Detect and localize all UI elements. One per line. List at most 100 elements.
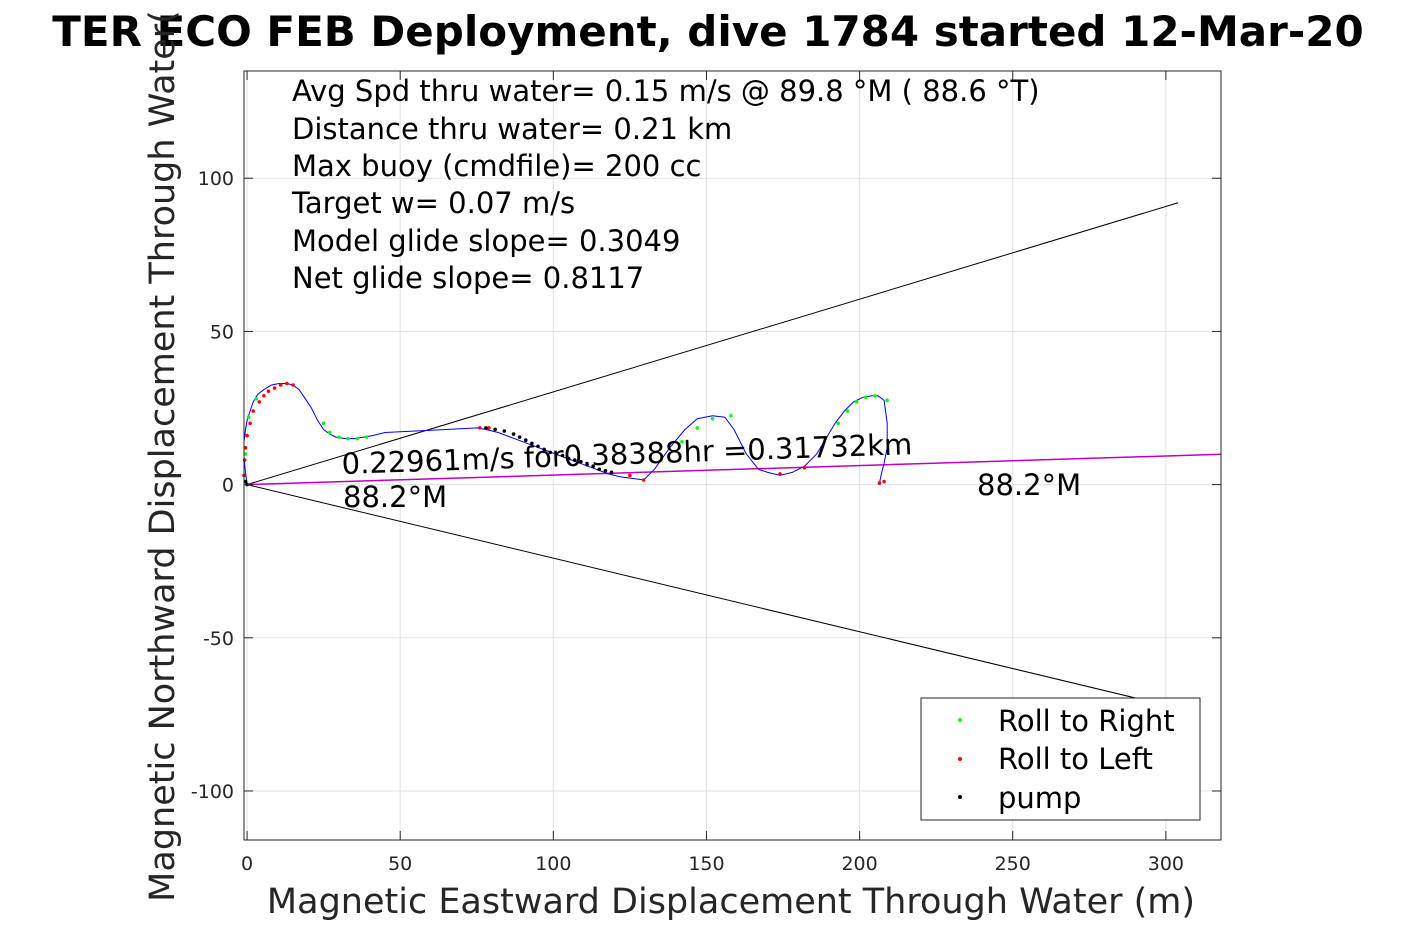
- info-line-avg-speed: Avg Spd thru water= 0.15 m/s @ 89.8 °M (…: [292, 74, 1040, 108]
- heading-line: [247, 453, 1222, 486]
- pump-point: [542, 447, 546, 452]
- heading-label-left: 88.2°M: [343, 480, 447, 514]
- axis-ticks: 0 50 100 150 200 250 300 -100 -50 0 50 100: [191, 71, 1221, 875]
- legend-marker-roll-left: [958, 757, 962, 761]
- roll-left-point: [641, 478, 646, 482]
- pump-point: [502, 429, 507, 433]
- pump-point: [530, 441, 534, 446]
- track-path: [243, 383, 888, 485]
- pump-point: [523, 438, 528, 442]
- pump-point: [554, 452, 559, 456]
- roll-left-point: [262, 393, 266, 398]
- roll-left-point: [877, 481, 882, 485]
- info-line-model-glide: Model glide slope= 0.3049: [292, 224, 680, 258]
- grid: [244, 71, 1221, 840]
- roll-right-point: [346, 436, 350, 441]
- roll-right-point: [327, 430, 332, 435]
- roll-left-point: [243, 446, 248, 450]
- pump-point: [597, 467, 602, 472]
- roll-left-point: [487, 426, 491, 430]
- x-tick-label: 100: [535, 853, 571, 875]
- pump-point: [603, 469, 608, 473]
- roll-left-point: [882, 479, 886, 484]
- roll-left-point: [628, 473, 632, 478]
- roll-left-point: [291, 383, 295, 387]
- roll-right-point: [863, 395, 868, 400]
- roll-left-point: [278, 383, 283, 387]
- pump-point: [517, 435, 522, 439]
- info-line-max-buoy: Max buoy (cmdfile)= 200 cc: [292, 149, 701, 183]
- y-tick-label: 50: [210, 321, 234, 343]
- info-line-distance: Distance thru water= 0.21 km: [292, 112, 732, 146]
- pump-point: [243, 479, 248, 484]
- legend-label-roll-left: Roll to Left: [998, 742, 1153, 776]
- pump-point: [511, 432, 516, 436]
- y-axis-label: Magnetic Northward Displacement Through …: [143, 10, 183, 902]
- roll-right-point: [885, 398, 889, 403]
- roll-left-point: [285, 381, 289, 386]
- pump-point: [572, 458, 577, 462]
- info-line-net-glide: Net glide slope= 0.8117: [292, 261, 644, 295]
- glide-cone-lines: [246, 202, 1222, 709]
- roll-right-point: [246, 415, 251, 420]
- roll-left-point: [272, 386, 277, 390]
- y-tick-label: -50: [203, 628, 234, 650]
- pump-point: [609, 470, 614, 475]
- legend-marker-pump: [958, 795, 962, 799]
- heading-label-right: 88.2°M: [977, 468, 1081, 502]
- roll-right-point: [845, 409, 850, 413]
- x-tick-label: 0: [241, 853, 253, 875]
- glide-cone-lower-line: [246, 484, 1179, 709]
- pump-point: [548, 450, 553, 455]
- pump-point: [560, 453, 565, 458]
- roll-right-point: [355, 436, 360, 441]
- roll-left-point: [257, 400, 262, 404]
- roll-right-point: [873, 393, 877, 398]
- legend-box: [920, 697, 1201, 821]
- roll-right-point: [729, 413, 733, 418]
- roll-right-point: [695, 426, 700, 430]
- roll-right-point: [854, 400, 859, 404]
- x-tick-label: 200: [841, 853, 877, 875]
- roll-left-point: [245, 433, 249, 438]
- legend-label-pump: pump: [998, 781, 1081, 815]
- roll-right-point: [321, 421, 326, 426]
- roll-left-point: [478, 426, 482, 430]
- pump-point: [493, 427, 497, 432]
- legend-marker-roll-right: [958, 718, 962, 722]
- roll-left-point: [802, 465, 807, 470]
- x-tick-label: 150: [688, 853, 724, 875]
- roll-left-point: [242, 458, 247, 462]
- roll-left-point: [778, 472, 782, 476]
- chart-title: TER ECO FEB Deployment, dive 1784 starte…: [52, 7, 1363, 56]
- roll-left-point: [251, 409, 255, 413]
- roll-right-point: [710, 416, 715, 421]
- pump-point: [566, 456, 571, 461]
- legend: Roll to Right Roll to Left pump: [920, 697, 1201, 821]
- roll-right-point: [836, 421, 840, 426]
- roll-right-point: [680, 439, 684, 444]
- legend-label-roll-right: Roll to Right: [998, 704, 1175, 738]
- x-tick-label: 250: [995, 853, 1031, 875]
- roll-right-point: [243, 452, 248, 456]
- pump-point: [484, 426, 488, 430]
- y-tick-label: 0: [222, 475, 234, 497]
- x-tick-label: 50: [388, 853, 412, 875]
- plot-frame: [243, 70, 1222, 841]
- roll-right-point: [364, 435, 369, 439]
- roll-right-point: [254, 397, 259, 401]
- roll-left-point: [248, 421, 252, 426]
- y-tick-label: 100: [198, 168, 234, 190]
- roll-right-point: [337, 435, 341, 439]
- pump-point: [579, 459, 583, 464]
- x-tick-label: 300: [1148, 853, 1184, 875]
- pump-point: [585, 462, 589, 467]
- glide-cone-upper-line: [246, 202, 1179, 486]
- y-tick-label: -100: [191, 781, 234, 803]
- roll-left-point: [266, 389, 271, 393]
- x-axis-label: Magnetic Eastward Displacement Through W…: [267, 882, 1195, 922]
- dive-track: [243, 383, 888, 485]
- info-block: Avg Spd thru water= 0.15 m/s @ 89.8 °M (…: [291, 74, 1040, 295]
- pump-point: [591, 464, 595, 469]
